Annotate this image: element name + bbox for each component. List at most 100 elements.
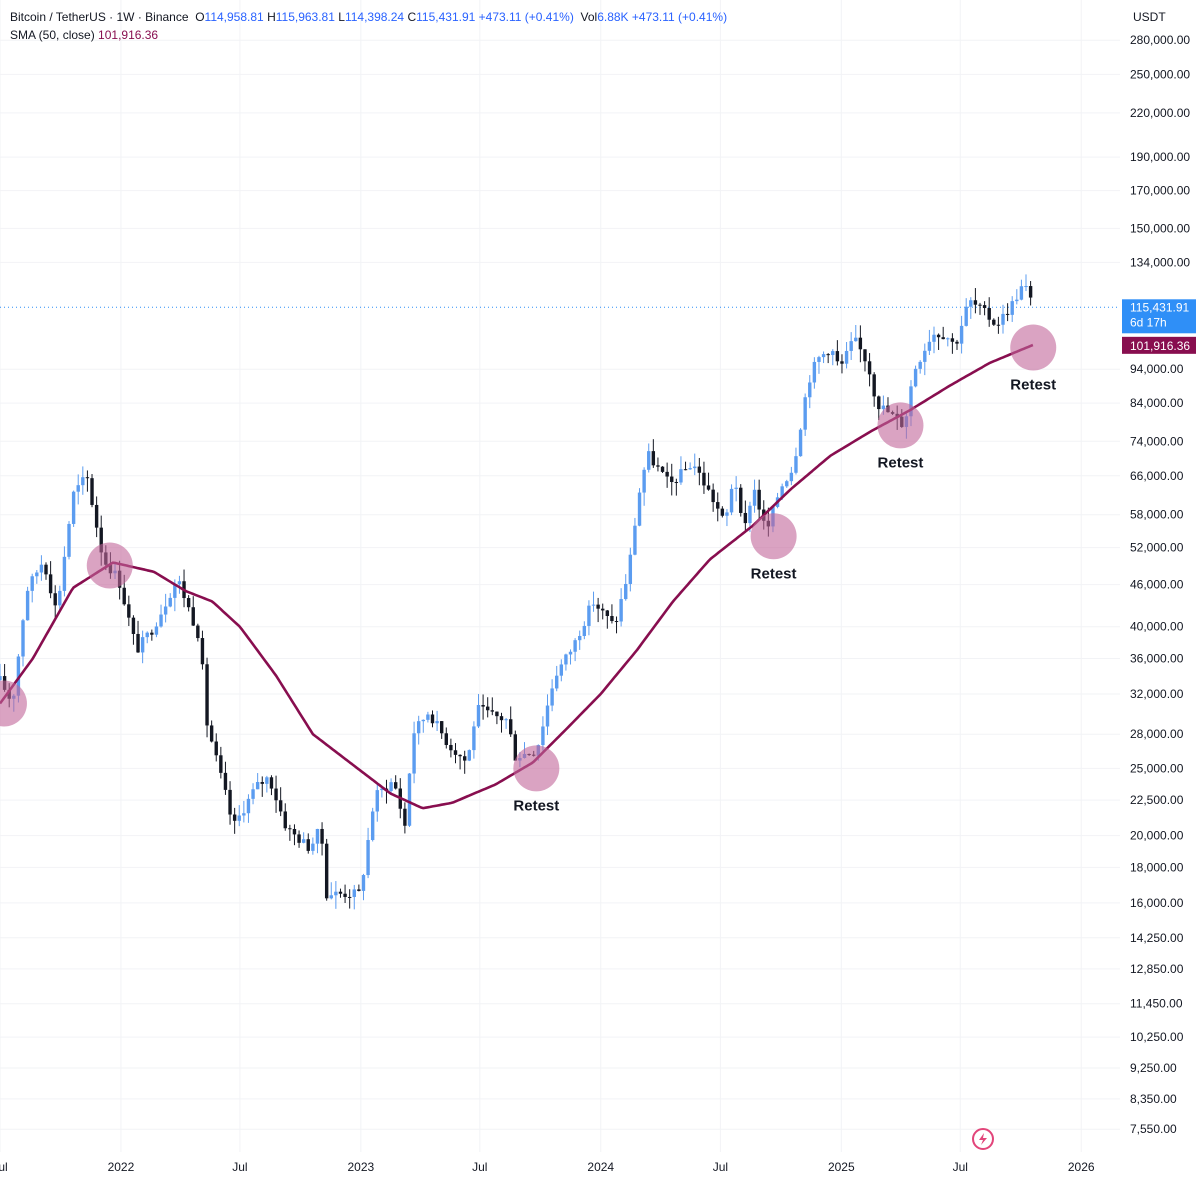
candle: [959, 315, 964, 354]
candle-body: [946, 338, 950, 340]
candle-body: [867, 361, 872, 375]
candle-body: [150, 632, 154, 635]
candle: [421, 719, 425, 733]
candle: [21, 618, 25, 667]
candle-body: [361, 875, 366, 891]
y-tick-label: 84,000.00: [1130, 396, 1184, 410]
candle-body: [959, 325, 964, 344]
candle: [154, 622, 159, 638]
candle: [785, 479, 789, 488]
candle: [936, 333, 941, 350]
candle-body: [21, 620, 25, 657]
ohlc-row: Bitcoin / TetherUS · 1W · Binance O114,9…: [10, 8, 727, 26]
candle-body: [831, 351, 835, 356]
candle-body: [927, 341, 932, 351]
candle: [209, 720, 214, 743]
sma-label[interactable]: SMA (50, close): [10, 28, 95, 42]
candle: [835, 340, 840, 366]
currency-label: USDT: [1133, 10, 1166, 24]
candle-body: [587, 605, 591, 626]
candle-body: [274, 788, 278, 801]
candle-body: [545, 705, 550, 727]
candle-body: [375, 790, 379, 812]
candle: [278, 787, 283, 817]
candle-body: [808, 382, 812, 398]
candle-body: [936, 334, 941, 338]
candle-body: [347, 896, 352, 898]
candle: [509, 706, 513, 737]
candle: [48, 561, 53, 599]
candle: [435, 710, 439, 731]
retest-marker: [877, 402, 924, 449]
candle-body: [242, 813, 246, 816]
candle-body: [711, 489, 715, 503]
x-tick-label: 2025: [828, 1160, 855, 1174]
time-axis[interactable]: Jul 2022 Jul 2023 Jul 2024 Jul 2025 Jul 2026: [0, 1160, 1095, 1174]
open-label: O: [195, 10, 205, 24]
candle: [260, 776, 264, 797]
sma-price-tag: 101,916.36: [1122, 336, 1196, 354]
candle: [58, 585, 62, 612]
candle: [946, 337, 950, 347]
candle-body: [688, 468, 692, 470]
candle-body: [39, 564, 44, 573]
candle-body: [357, 889, 361, 891]
candle-body: [476, 704, 481, 727]
candle: [619, 588, 623, 627]
candle: [973, 288, 978, 314]
candle-body: [490, 710, 495, 712]
candle: [992, 318, 996, 326]
trading-logo[interactable]: [972, 1128, 994, 1150]
symbol-title[interactable]: Bitcoin / TetherUS · 1W · Binance: [10, 10, 189, 24]
y-tick-label: 46,000.00: [1130, 578, 1184, 592]
candle: [449, 738, 453, 758]
candle: [559, 659, 564, 682]
candle-body: [453, 750, 458, 755]
candle: [407, 773, 412, 828]
candle-body: [725, 512, 729, 516]
candle-body: [416, 721, 421, 734]
candle: [711, 483, 715, 512]
candle-body: [458, 754, 462, 757]
candle: [490, 697, 495, 716]
candle: [44, 562, 48, 580]
candle-body: [674, 482, 679, 484]
price-axis[interactable]: 280,000.00 250,000.00 220,000.00 190,000.00…: [1130, 33, 1190, 1136]
candle-body: [200, 638, 205, 665]
candle-body: [789, 472, 794, 482]
candle-body: [996, 324, 1001, 326]
candle-body: [173, 584, 177, 598]
candle: [439, 721, 444, 739]
y-tick-label: 20,000.00: [1130, 829, 1184, 843]
candle: [237, 805, 241, 827]
retest-marker: [513, 745, 560, 792]
candle: [393, 775, 398, 790]
candle-body: [840, 361, 844, 364]
candle-body: [720, 508, 725, 516]
candle: [228, 781, 232, 825]
candle: [564, 653, 568, 671]
candle: [950, 333, 955, 354]
candle-body: [481, 704, 485, 707]
vol-label: Vol: [580, 10, 598, 24]
candle: [794, 447, 798, 475]
candle-body: [389, 782, 393, 791]
candle: [679, 456, 683, 485]
current-price-tag-value: 115,431.91: [1130, 300, 1189, 314]
candle-body: [504, 719, 508, 721]
y-tick-label: 18,000.00: [1130, 860, 1184, 874]
candle: [85, 470, 90, 492]
candle: [246, 794, 251, 823]
candle-body: [849, 341, 853, 351]
candle: [964, 298, 968, 327]
candle: [462, 750, 467, 774]
candle: [633, 517, 637, 556]
candle: [214, 733, 218, 762]
candle-body: [651, 451, 656, 466]
candle-body: [555, 675, 559, 689]
candle-body: [702, 472, 706, 486]
candle-body: [913, 368, 918, 387]
candle-body: [785, 481, 789, 487]
